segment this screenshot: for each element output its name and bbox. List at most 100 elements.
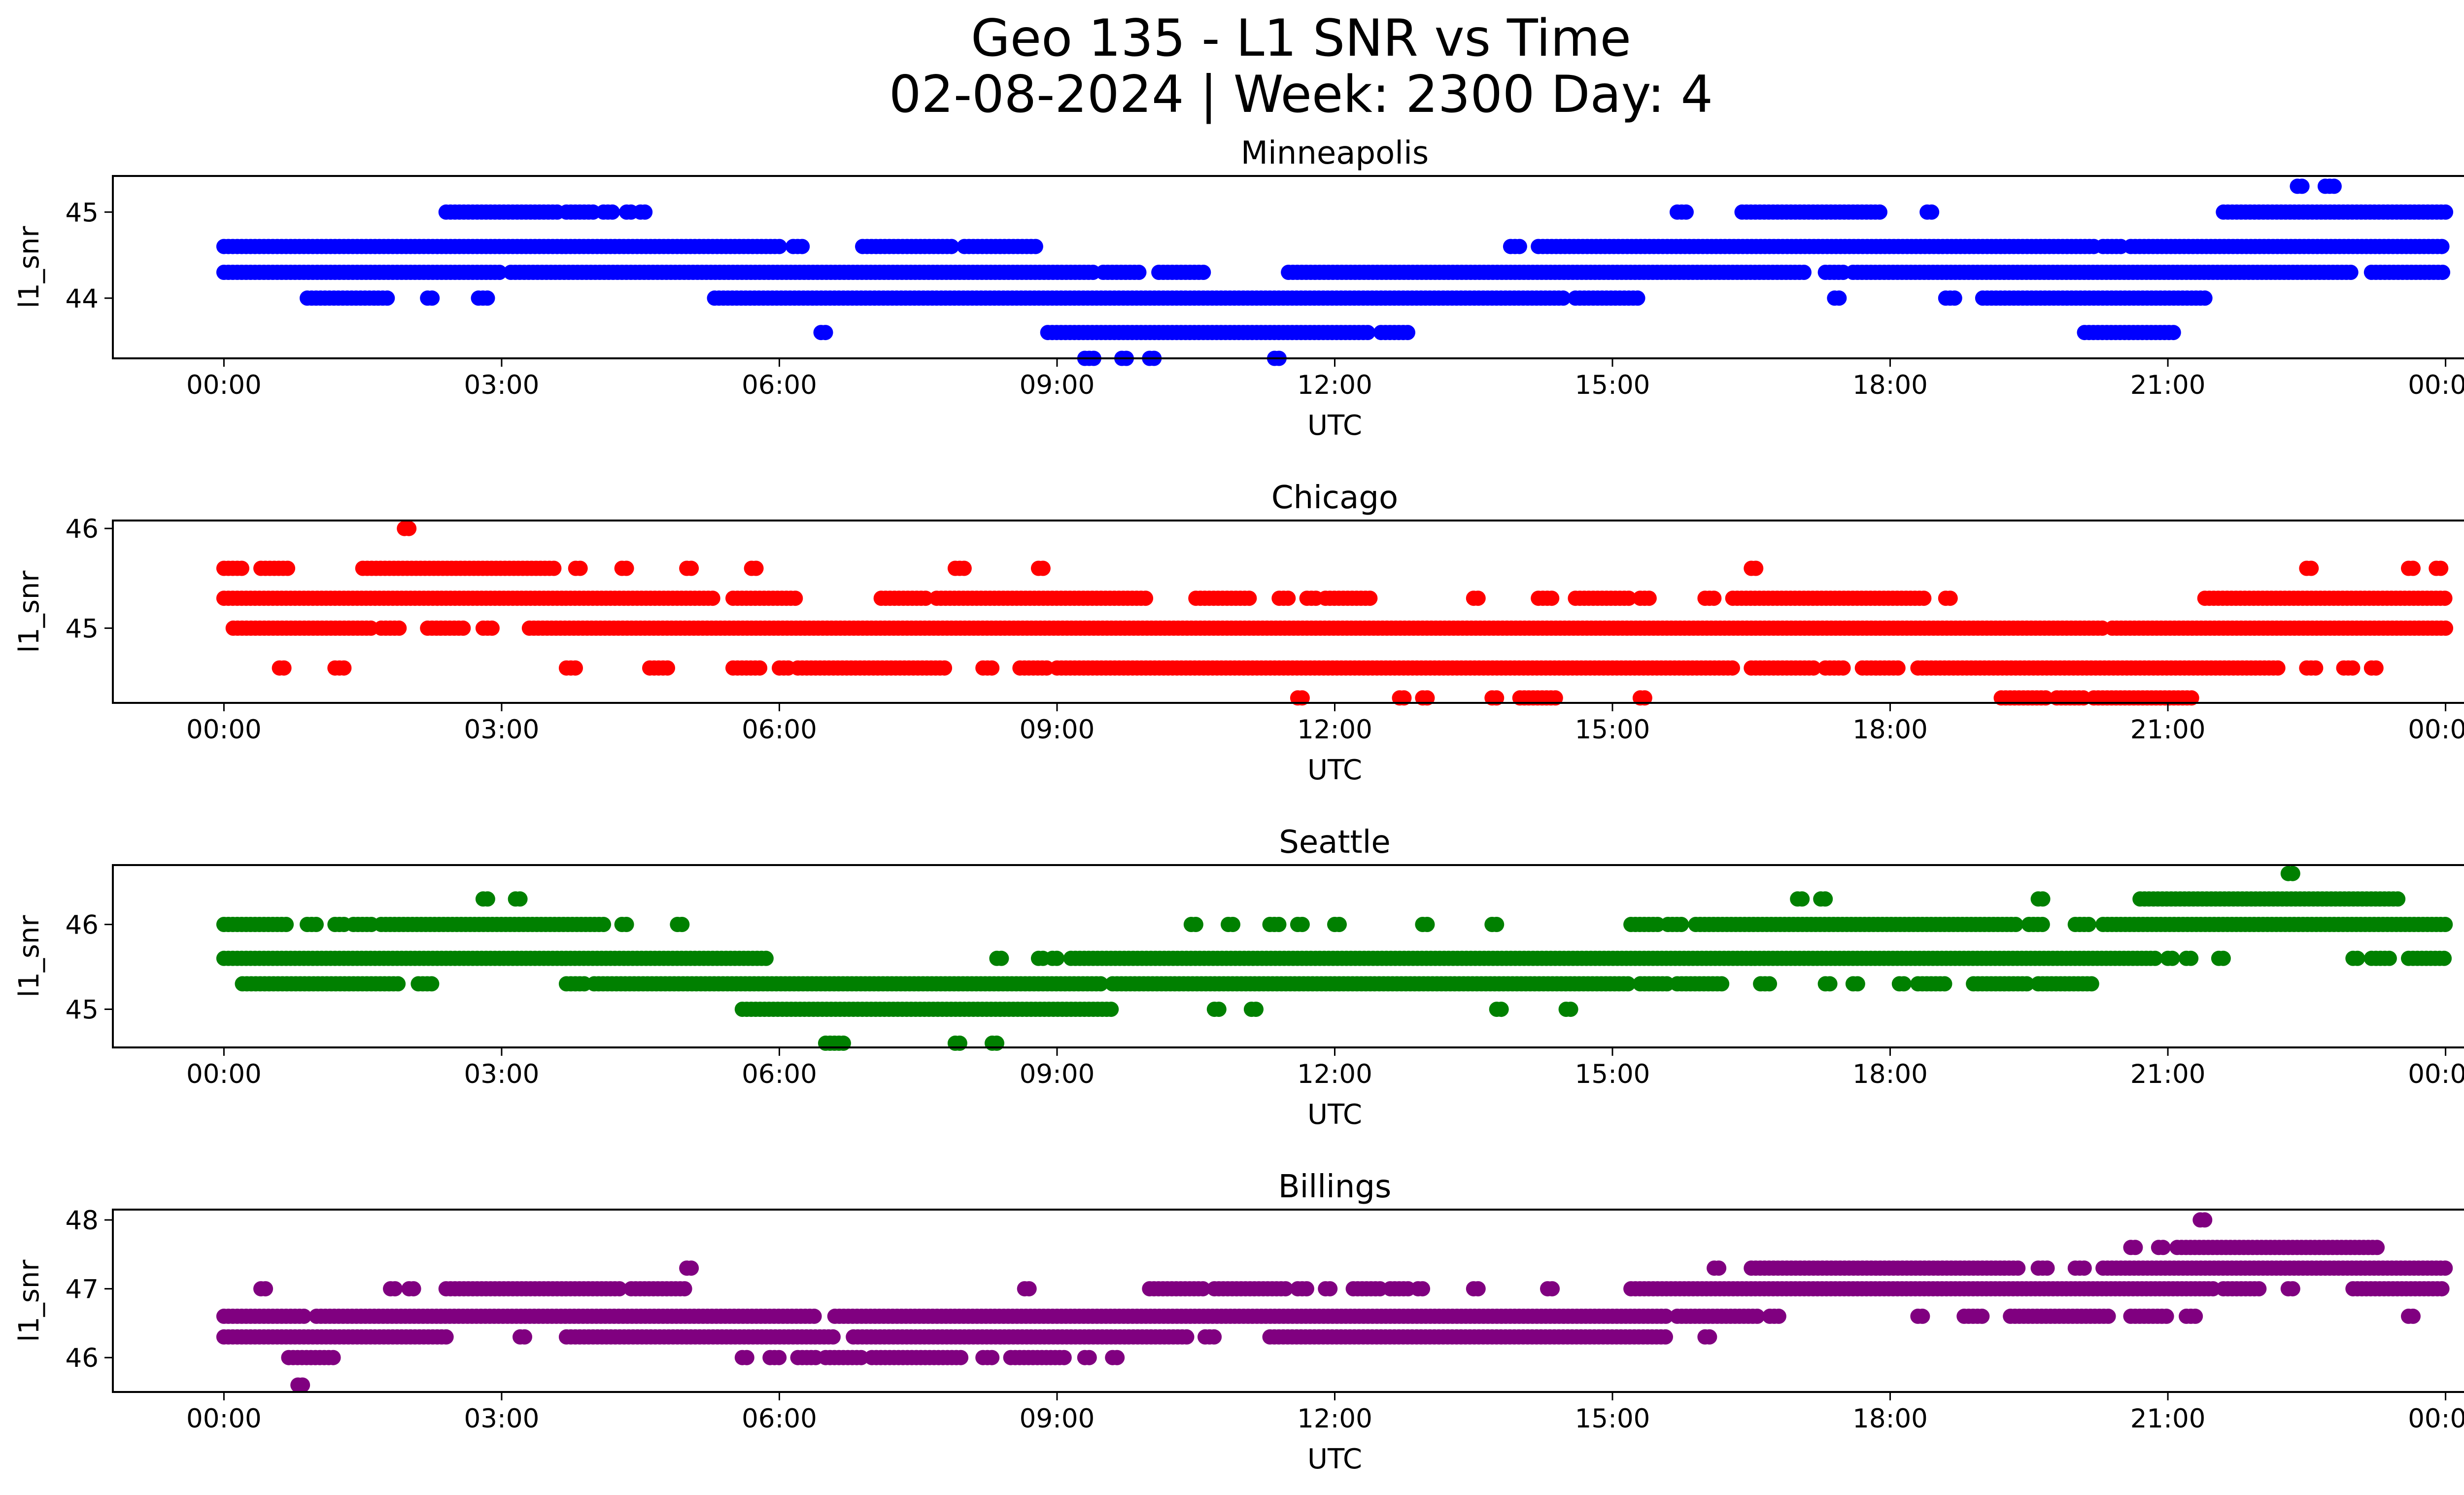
x-tick-label: 18:00	[1852, 715, 1928, 745]
data-point	[1035, 560, 1051, 576]
data-point	[1641, 591, 1657, 606]
data-point	[2038, 690, 2053, 706]
data-point	[1658, 1329, 1673, 1345]
y-axis-label: l1_snr	[13, 570, 45, 653]
data-point	[308, 917, 324, 932]
x-tick-label: 18:00	[1852, 1059, 1928, 1089]
x-tick-label: 00:00	[2408, 715, 2464, 745]
data-point	[1872, 204, 1887, 220]
panel-title: Chicago	[1271, 480, 1398, 516]
data-point	[1924, 204, 1940, 220]
x-tick-label: 09:00	[1020, 1059, 1095, 1089]
data-point	[1544, 1281, 1560, 1297]
data-point	[1555, 290, 1571, 306]
x-tick-label: 09:00	[1020, 715, 1095, 745]
data-point	[1196, 265, 1211, 280]
data-point	[424, 290, 440, 306]
data-point	[1849, 976, 1865, 992]
data-point	[1188, 917, 1203, 932]
data-point	[952, 1035, 967, 1051]
data-point	[2270, 660, 2286, 676]
data-point	[258, 1281, 274, 1297]
data-point	[2438, 204, 2454, 220]
figure-title-line-1: Geo 135 - L1 SNR vs Time	[971, 9, 1631, 68]
panel-title: Billings	[1278, 1169, 1392, 1205]
data-point	[2405, 560, 2421, 576]
data-point	[1470, 591, 1486, 606]
data-point	[993, 950, 1009, 966]
data-point	[1974, 1308, 1990, 1324]
data-run-44.3	[216, 265, 2451, 280]
data-point	[1702, 1329, 1717, 1345]
data-point	[1211, 1002, 1227, 1017]
data-point	[684, 1260, 699, 1276]
data-point	[2215, 950, 2231, 966]
data-point	[512, 891, 528, 907]
x-tick-label: 15:00	[1575, 370, 1650, 400]
data-point	[2188, 1308, 2203, 1324]
data-point	[1796, 265, 1812, 280]
data-run-45.3	[2290, 178, 2342, 194]
data-run-45	[438, 204, 2454, 220]
data-point	[2183, 950, 2199, 966]
data-point	[2158, 1308, 2174, 1324]
data-point	[2251, 1281, 2267, 1297]
data-point	[2434, 239, 2450, 254]
y-axis-label: l1_snr	[13, 915, 45, 998]
data-point	[2345, 660, 2361, 676]
data-point	[479, 290, 495, 306]
data-point	[1563, 1002, 1578, 1017]
data-point	[1271, 917, 1287, 932]
x-tick-label: 21:00	[2130, 715, 2206, 745]
data-point	[772, 239, 787, 254]
data-point	[818, 325, 833, 341]
data-point	[835, 1035, 851, 1051]
data-point	[2405, 1308, 2421, 1324]
data-point	[1489, 690, 1505, 706]
data-run-47	[253, 1281, 2450, 1297]
data-point	[2437, 591, 2453, 606]
data-point	[479, 891, 495, 907]
data-point	[1294, 917, 1310, 932]
y-tick-label: 46	[66, 514, 99, 544]
data-point	[2368, 660, 2384, 676]
data-point	[1544, 591, 1560, 606]
data-point	[572, 560, 588, 576]
data-point	[2184, 690, 2199, 706]
data-point	[1027, 239, 1043, 254]
data-point	[1947, 290, 1962, 306]
data-point	[401, 521, 417, 536]
data-point	[336, 660, 352, 676]
data-point	[660, 660, 675, 676]
data-points	[216, 866, 2453, 1051]
data-point	[280, 560, 296, 576]
data-point	[2081, 917, 2096, 932]
data-point	[1511, 239, 1527, 254]
data-point	[984, 660, 1000, 676]
x-tick-label: 06:00	[742, 370, 817, 400]
figure-title-line-2: 02-08-2024 | Week: 2300 Day: 4	[889, 65, 1713, 124]
data-point	[2436, 950, 2452, 966]
x-tick-label: 12:00	[1297, 370, 1372, 400]
data-point	[491, 265, 507, 280]
data-point	[1294, 690, 1310, 706]
data-point	[1206, 1329, 1222, 1345]
data-points	[216, 521, 2454, 706]
data-point	[1547, 690, 1563, 706]
data-point	[1225, 917, 1240, 932]
data-point	[1248, 1002, 1264, 1017]
data-point	[637, 204, 653, 220]
data-point	[1360, 325, 1375, 341]
data-run-44.3	[1290, 690, 2199, 706]
data-point	[2303, 560, 2319, 576]
data-point	[2165, 325, 2181, 341]
data-run-45	[225, 620, 2454, 636]
data-point	[1725, 660, 1740, 676]
data-point	[517, 1329, 532, 1345]
data-point	[1131, 265, 1147, 280]
data-run-45.3	[216, 591, 2453, 606]
data-point	[1794, 891, 1810, 907]
data-point	[1896, 976, 1912, 992]
